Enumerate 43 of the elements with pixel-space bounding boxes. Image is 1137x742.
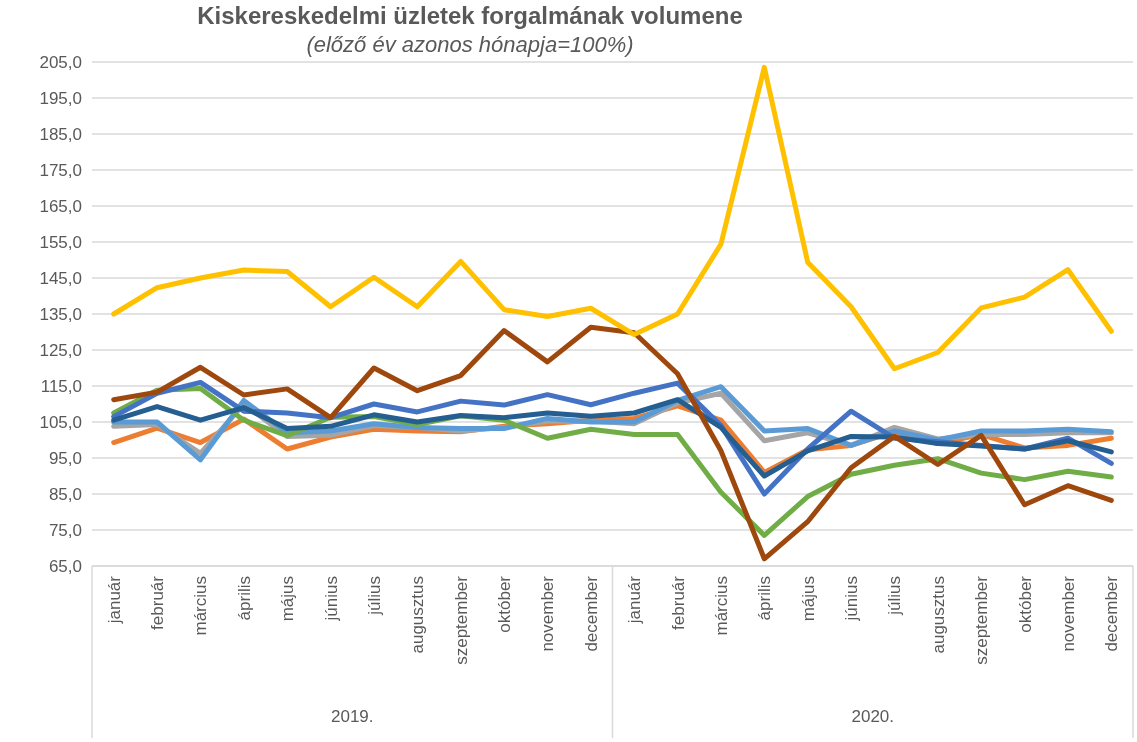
x-tick-label: április bbox=[234, 576, 254, 621]
y-tick-label: 145,0 bbox=[39, 268, 82, 288]
y-tick-label: 205,0 bbox=[39, 52, 82, 72]
y-tick-label: 75,0 bbox=[48, 520, 82, 540]
x-tick-label: február bbox=[148, 575, 168, 630]
y-tick-label: 125,0 bbox=[39, 340, 82, 360]
x-tick-label: április bbox=[755, 576, 775, 621]
x-tick-label: augusztus bbox=[928, 576, 948, 654]
x-tick-label: szeptember bbox=[972, 575, 992, 665]
x-tick-label: január bbox=[625, 575, 645, 625]
y-tick-label: 155,0 bbox=[39, 232, 82, 252]
x-tick-label: március bbox=[711, 576, 731, 636]
y-tick-label: 195,0 bbox=[39, 88, 82, 108]
x-tick-label: február bbox=[668, 575, 688, 630]
x-tick-label: október bbox=[1015, 575, 1035, 633]
text: 2020. bbox=[851, 707, 895, 726]
x-tick-label: július bbox=[885, 576, 905, 616]
y-tick-label: 185,0 bbox=[39, 124, 82, 144]
y-tick-label: 95,0 bbox=[48, 448, 82, 468]
x-tick-label: november bbox=[1058, 575, 1078, 652]
x-tick-label: július bbox=[364, 576, 384, 616]
x-tick-label: november bbox=[538, 575, 558, 652]
y-tick-label: 65,0 bbox=[48, 556, 82, 576]
x-tick-label: május bbox=[798, 576, 818, 622]
x-tick-label: augusztus bbox=[408, 576, 428, 654]
x-tick-label: június bbox=[842, 576, 862, 622]
y-tick-label: 115,0 bbox=[40, 376, 82, 396]
x-tick-label: december bbox=[1102, 575, 1122, 652]
x-tick-label: október bbox=[495, 575, 515, 633]
x-tick-label: december bbox=[581, 575, 601, 652]
x-tick-label: május bbox=[278, 576, 298, 622]
text: 2019. bbox=[330, 707, 374, 726]
y-tick-label: 165,0 bbox=[39, 196, 82, 216]
y-tick-label: 175,0 bbox=[39, 160, 82, 180]
x-tick-label: január bbox=[104, 575, 124, 625]
y-tick-label: 135,0 bbox=[39, 304, 82, 324]
x-tick-label: március bbox=[191, 576, 211, 636]
x-tick-label: szeptember bbox=[451, 575, 471, 665]
x-tick-label: június bbox=[321, 576, 341, 622]
y-tick-label: 85,0 bbox=[48, 484, 82, 504]
chart-title: Kiskereskedelmi üzletek forgalmának volumene bbox=[197, 2, 743, 29]
chart-subtitle: (előző év azonos hónapja=100%) bbox=[306, 32, 634, 57]
y-tick-label: 105,0 bbox=[39, 412, 82, 432]
